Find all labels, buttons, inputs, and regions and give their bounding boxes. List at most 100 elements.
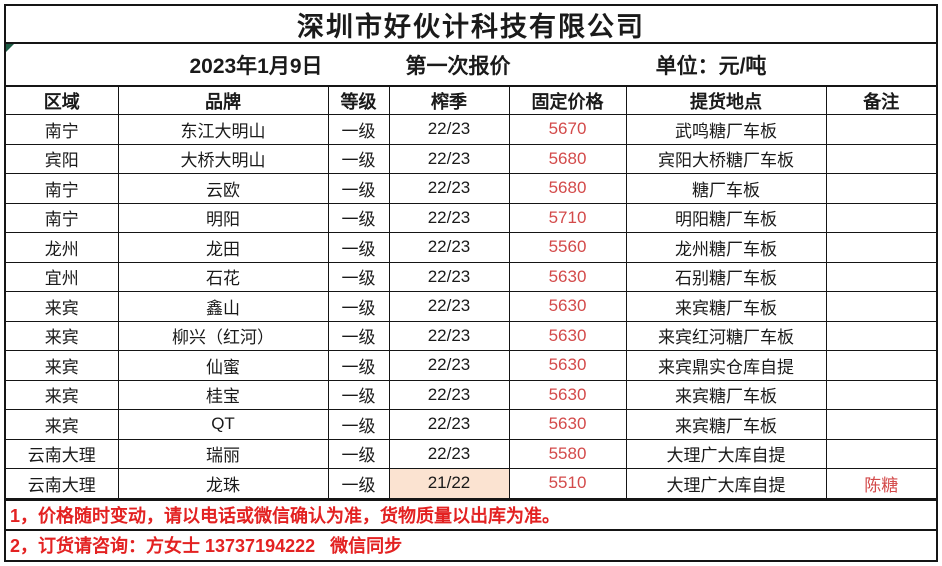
season-cell: 22/23 — [388, 202, 510, 233]
note-contact: 2，订货请咨询：方女士 13737194222 微信同步 — [6, 528, 936, 559]
col-header-pickup: 提货地点 — [625, 87, 827, 115]
remark-cell — [825, 114, 936, 145]
region-cell: 云南大理 — [6, 438, 119, 469]
season-cell: 22/23 — [388, 143, 510, 174]
pickup-cell: 来宾红河糖厂车板 — [625, 320, 827, 351]
price-cell: 5630 — [508, 291, 627, 322]
grade-cell: 一级 — [327, 379, 390, 410]
col-header-region: 区域 — [6, 87, 119, 115]
season-cell: 22/23 — [388, 350, 510, 381]
season-cell: 22/23 — [388, 114, 510, 145]
brand-cell: 云欧 — [117, 173, 329, 204]
remark-cell — [825, 232, 936, 263]
table-row: 云南大理 瑞丽 一级 22/23 5580 大理广大库自提 — [6, 438, 936, 469]
season-cell-highlighted: 21/22 — [388, 468, 510, 499]
price-cell: 5710 — [508, 202, 627, 233]
col-header-season: 榨季 — [388, 87, 510, 115]
grade-cell: 一级 — [327, 143, 390, 174]
quote-label: 第一次报价 — [405, 54, 511, 78]
grade-cell: 一级 — [327, 114, 390, 145]
remark-cell — [825, 409, 936, 440]
table-header-row: 区域 品牌 等级 榨季 固定价格 提货地点 备注 — [6, 87, 936, 115]
pickup-cell: 来宾糖厂车板 — [625, 379, 827, 410]
table-row: 来宾 QT 一级 22/23 5630 来宾糖厂车板 — [6, 409, 936, 440]
quote-date: 2023年1月9日 — [189, 54, 323, 78]
grade-cell: 一级 — [327, 173, 390, 204]
price-table: 区域 品牌 等级 榨季 固定价格 提货地点 备注 南宁 东江大明山 一级 22/… — [6, 87, 936, 499]
col-header-brand: 品牌 — [117, 87, 329, 115]
remark-cell — [825, 261, 936, 292]
table-row: 龙州 龙田 一级 22/23 5560 龙州糖厂车板 — [6, 232, 936, 263]
subheader-row: 2023年1月9日 第一次报价 单位：元/吨 — [6, 44, 936, 87]
remark-cell — [825, 202, 936, 233]
grade-cell: 一级 — [327, 320, 390, 351]
remark-cell — [825, 438, 936, 469]
remark-cell — [825, 379, 936, 410]
brand-cell: QT — [117, 409, 329, 440]
region-cell: 宜州 — [6, 261, 119, 292]
table-row: 来宾 柳兴（红河） 一级 22/23 5630 来宾红河糖厂车板 — [6, 320, 936, 351]
grade-cell: 一级 — [327, 409, 390, 440]
pickup-cell: 明阳糖厂车板 — [625, 202, 827, 233]
price-cell: 5510 — [508, 468, 627, 499]
table-row: 来宾 鑫山 一级 22/23 5630 来宾糖厂车板 — [6, 291, 936, 322]
pickup-cell: 来宾糖厂车板 — [625, 409, 827, 440]
season-cell: 22/23 — [388, 232, 510, 263]
remark-cell — [825, 143, 936, 174]
grade-cell: 一级 — [327, 232, 390, 263]
season-cell: 22/23 — [388, 173, 510, 204]
col-header-price: 固定价格 — [508, 87, 627, 115]
pickup-cell: 糖厂车板 — [625, 173, 827, 204]
table-row: 南宁 明阳 一级 22/23 5710 明阳糖厂车板 — [6, 202, 936, 233]
brand-cell: 柳兴（红河） — [117, 320, 329, 351]
col-header-remark: 备注 — [825, 87, 936, 115]
brand-cell: 鑫山 — [117, 291, 329, 322]
region-cell: 南宁 — [6, 202, 119, 233]
region-cell: 南宁 — [6, 173, 119, 204]
brand-cell: 东江大明山 — [117, 114, 329, 145]
price-cell: 5630 — [508, 261, 627, 292]
region-cell: 宾阳 — [6, 143, 119, 174]
region-cell: 来宾 — [6, 320, 119, 351]
pickup-cell: 龙州糖厂车板 — [625, 232, 827, 263]
price-cell: 5560 — [508, 232, 627, 263]
table-row: 南宁 云欧 一级 22/23 5680 糖厂车板 — [6, 173, 936, 204]
company-title: 深圳市好伙计科技有限公司 — [297, 11, 645, 42]
grade-cell: 一级 — [327, 202, 390, 233]
brand-cell: 石花 — [117, 261, 329, 292]
grade-cell: 一级 — [327, 350, 390, 381]
footer-notes: 1，价格随时变动，请以电话或微信确认为准，货物质量以出库为准。 2，订货请咨询：… — [6, 498, 936, 559]
price-cell: 5630 — [508, 320, 627, 351]
region-cell: 龙州 — [6, 232, 119, 263]
table-row: 云南大理 龙珠 一级 21/22 5510 大理广大库自提 陈糖 — [6, 468, 936, 499]
grade-cell: 一级 — [327, 438, 390, 469]
season-cell: 22/23 — [388, 379, 510, 410]
price-cell: 5680 — [508, 143, 627, 174]
brand-cell: 大桥大明山 — [117, 143, 329, 174]
grade-cell: 一级 — [327, 291, 390, 322]
table-row: 宜州 石花 一级 22/23 5630 石别糖厂车板 — [6, 261, 936, 292]
table-row: 来宾 桂宝 一级 22/23 5630 来宾糖厂车板 — [6, 379, 936, 410]
brand-cell: 明阳 — [117, 202, 329, 233]
season-cell: 22/23 — [388, 261, 510, 292]
brand-cell: 瑞丽 — [117, 438, 329, 469]
note-price-disclaimer: 1，价格随时变动，请以电话或微信确认为准，货物质量以出库为准。 — [10, 505, 561, 526]
region-cell: 来宾 — [6, 409, 119, 440]
region-cell: 云南大理 — [6, 468, 119, 499]
grade-cell: 一级 — [327, 261, 390, 292]
remark-cell — [825, 173, 936, 204]
brand-cell: 龙田 — [117, 232, 329, 263]
price-cell: 5630 — [508, 350, 627, 381]
table-row: 宾阳 大桥大明山 一级 22/23 5680 宾阳大桥糖厂车板 — [6, 143, 936, 174]
pickup-cell: 宾阳大桥糖厂车板 — [625, 143, 827, 174]
season-cell: 22/23 — [388, 409, 510, 440]
unit-label: 单位：元/吨 — [655, 54, 767, 78]
pickup-cell: 武鸣糖厂车板 — [625, 114, 827, 145]
table-row: 南宁 东江大明山 一级 22/23 5670 武鸣糖厂车板 — [6, 114, 936, 145]
price-cell: 5630 — [508, 409, 627, 440]
table-row: 来宾 仙蜜 一级 22/23 5630 来宾鼎实仓库自提 — [6, 350, 936, 381]
season-cell: 22/23 — [388, 438, 510, 469]
pickup-cell: 大理广大库自提 — [625, 468, 827, 499]
col-header-grade: 等级 — [327, 87, 390, 115]
season-cell: 22/23 — [388, 291, 510, 322]
